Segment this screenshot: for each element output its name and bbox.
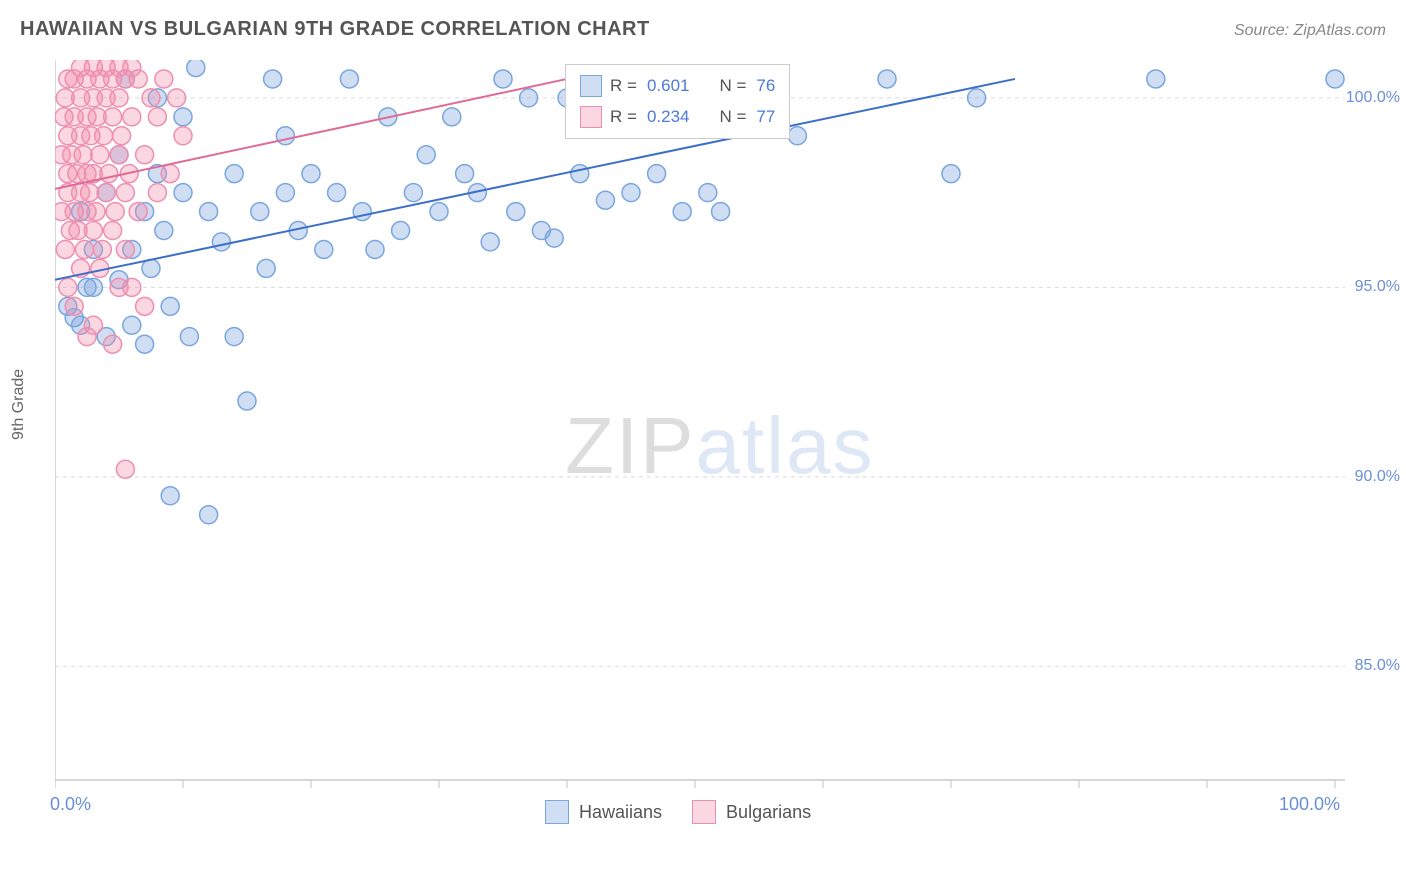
y-tick-label: 85.0%: [1355, 657, 1400, 675]
plot-area: ZIPatlas R = 0.601N = 76R = 0.234N = 77 …: [55, 60, 1345, 820]
legend-swatch: [580, 75, 602, 97]
legend-swatch: [545, 800, 569, 824]
stats-legend-row: R = 0.601 N = 76: [580, 71, 775, 102]
legend-label: Bulgarians: [726, 802, 811, 823]
r-label: R =: [610, 102, 637, 133]
x-tick-min: 0.0%: [50, 794, 91, 815]
y-tick-label: 100.0%: [1346, 89, 1400, 107]
r-label: R =: [610, 71, 637, 102]
y-tick-label: 95.0%: [1355, 278, 1400, 296]
stats-legend-row: R = 0.234 N = 77: [580, 102, 775, 133]
legend-item: Hawaiians: [545, 800, 662, 824]
n-label: N =: [719, 102, 746, 133]
x-tick-max: 100.0%: [1279, 794, 1340, 815]
legend-swatch: [692, 800, 716, 824]
n-value: 76: [756, 71, 775, 102]
scatter-chart: [55, 60, 1345, 820]
legend-item: Bulgarians: [692, 800, 811, 824]
source-label: Source: ZipAtlas.com: [1234, 22, 1386, 40]
header: HAWAIIAN VS BULGARIAN 9TH GRADE CORRELAT…: [20, 18, 1386, 41]
y-axis-label: 9th Grade: [10, 369, 28, 440]
y-tick-label: 90.0%: [1355, 468, 1400, 486]
n-value: 77: [756, 102, 775, 133]
chart-title: HAWAIIAN VS BULGARIAN 9TH GRADE CORRELAT…: [20, 18, 650, 41]
r-value: 0.601: [647, 71, 690, 102]
stats-legend: R = 0.601 N = 76 R = 0.234 N = 77: [565, 64, 790, 139]
r-value: 0.234: [647, 102, 690, 133]
n-label: N =: [719, 71, 746, 102]
series-legend: Hawaiians Bulgarians: [545, 800, 811, 824]
legend-swatch: [580, 106, 602, 128]
legend-label: Hawaiians: [579, 802, 662, 823]
